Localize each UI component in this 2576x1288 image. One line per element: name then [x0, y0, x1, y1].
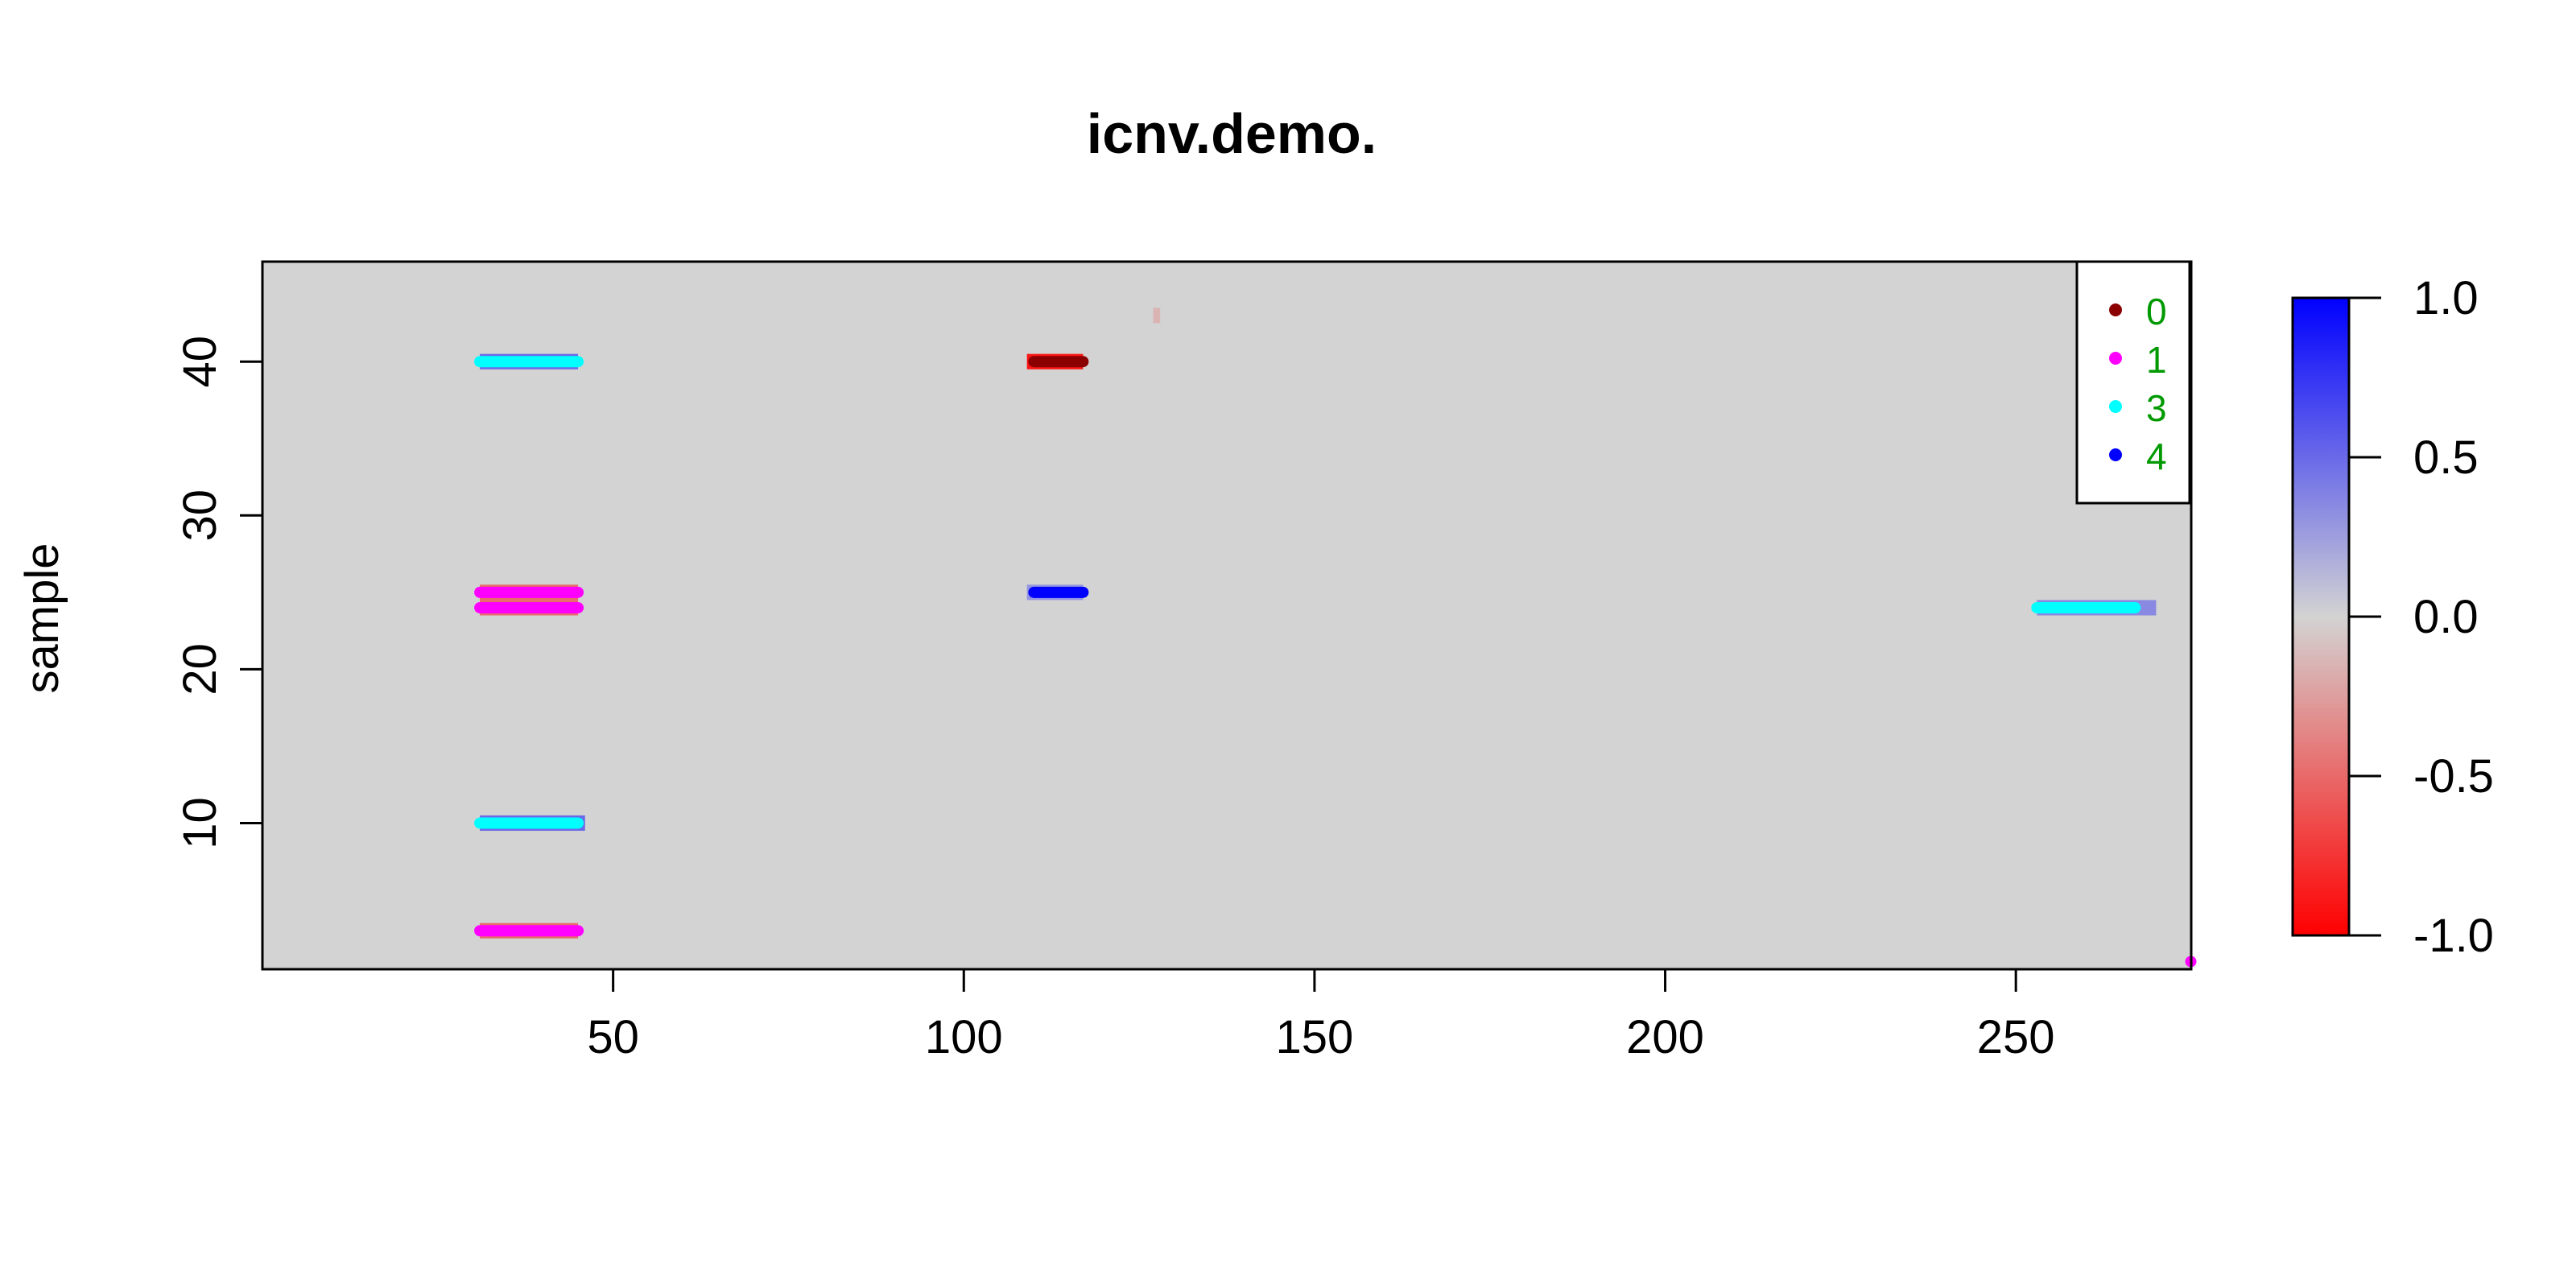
legend-marker — [2109, 352, 2122, 365]
y-tick-label: 40 — [174, 336, 226, 388]
x-tick-label: 200 — [1626, 1011, 1704, 1063]
legend-label: 3 — [2146, 387, 2167, 429]
legend-label: 4 — [2146, 436, 2167, 477]
x-tick-label: 250 — [1977, 1011, 2055, 1063]
legend-marker — [2109, 303, 2122, 316]
color-scale-bar: 1.0 0.5 0.0 -0.5 -1.0 — [2291, 272, 2494, 962]
y-tick-label: 10 — [174, 797, 226, 849]
color-scale-tick-label: -0.5 — [2413, 750, 2494, 803]
x-tick-label: 50 — [587, 1011, 639, 1063]
legend-box — [2075, 260, 2191, 505]
color-scale-tick-label: -1.0 — [2413, 910, 2494, 962]
color-scale-tick-label: 0.0 — [2413, 591, 2479, 643]
x-tick-label: 150 — [1276, 1011, 1354, 1063]
chart-title: icnv.demo. — [1087, 102, 1377, 165]
x-tick-label: 100 — [925, 1011, 1003, 1063]
color-scale-tick-label: 1.0 — [2413, 272, 2479, 324]
y-axis: 10 20 30 40 — [174, 336, 264, 849]
cnv-call-segments — [474, 356, 2197, 968]
legend-label: 1 — [2146, 339, 2167, 381]
y-tick-label: 20 — [174, 643, 226, 696]
y-axis-label: sample — [16, 543, 68, 694]
color-scale-gradient — [2291, 296, 2351, 937]
legend-marker — [2109, 400, 2122, 413]
plot-background — [262, 262, 2191, 969]
heat-segment — [1153, 308, 1161, 324]
legend-marker — [2109, 448, 2122, 461]
legend-label: 0 — [2146, 291, 2167, 332]
color-scale-tick-label: 0.5 — [2413, 431, 2479, 484]
y-tick-label: 30 — [174, 489, 226, 542]
x-axis: 50 100 150 200 250 — [587, 968, 2055, 1063]
legend: 0 1 3 4 — [2075, 260, 2191, 505]
